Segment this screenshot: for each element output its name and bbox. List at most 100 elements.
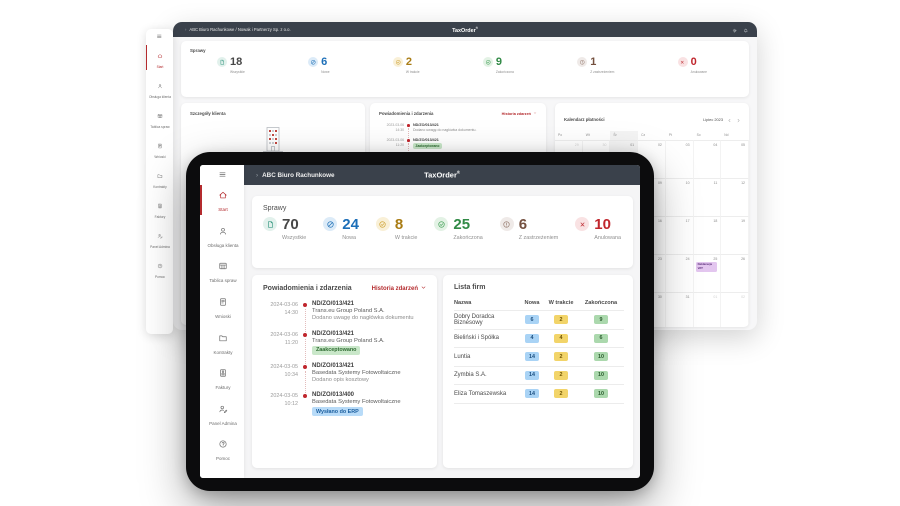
count-badge: 10 (594, 352, 608, 362)
event-item[interactable]: 2024-03-05 10:34 ND/ZO/013/421 Basedata Sys… (256, 363, 429, 396)
event-company: Basedata Systemy Fotowoltaiczne (312, 399, 401, 406)
calendar-prev-button[interactable] (727, 110, 732, 128)
menu-icon[interactable] (218, 170, 227, 179)
cases-title: Sprawy (190, 48, 206, 53)
sidebar-item-start[interactable]: Start (146, 44, 173, 70)
chevron-down-icon (420, 284, 427, 293)
company-row-dobry-doradca-biznesowy[interactable]: Dobry Doradca Biznesowy 6 2 9 (454, 311, 624, 330)
calendar-day-05[interactable]: 05 (721, 140, 749, 178)
stat-zako-czona: 25 Zakończona (434, 216, 483, 241)
calendar-day-01[interactable]: 01 (693, 292, 722, 327)
bell-icon[interactable] (743, 22, 749, 39)
stat-label: Z zastrzeżeniem (590, 69, 615, 74)
stat-label: W trakcie (394, 234, 418, 241)
gear-icon[interactable] (732, 22, 738, 39)
calendar-day-10[interactable]: 10 (665, 178, 694, 216)
count-badge: 2 (554, 370, 568, 380)
count-badge: 10 (594, 389, 608, 399)
sidebar-item-wnioski[interactable]: Wnioski (200, 292, 244, 322)
breadcrumb[interactable]: › ABC Biuro Rachunkowe (256, 171, 335, 179)
calendar-day-19[interactable]: 19 (721, 216, 749, 254)
sidebar-item-obs-uga-klienta[interactable]: Obsługa klienta (200, 221, 244, 251)
weekday-label: Wt (585, 133, 590, 137)
breadcrumb[interactable]: › ABC Biuro Rachunkowe / Nowak i Partner… (185, 27, 291, 32)
company-row-luntia[interactable]: Luntia 14 2 10 (454, 348, 624, 367)
stat-value: 0 (690, 56, 697, 68)
calendar-day-04[interactable]: 04 (693, 140, 722, 178)
calendar-day-17[interactable]: 17 (665, 216, 694, 254)
sidebar-item-faktury[interactable]: Faktury (146, 195, 173, 220)
count-badge: 6 (594, 333, 608, 343)
sidebar-item-tablica-spraw[interactable]: Tablica spraw (200, 256, 244, 286)
company-name: Bieliński i Spółka (454, 335, 500, 342)
sidebar-item-wnioski[interactable]: Wnioski (146, 135, 173, 160)
calendar-day-24[interactable]: 24 (665, 254, 694, 292)
event-time: 10:34 (284, 371, 299, 378)
calendar-day-03[interactable]: 03 (665, 140, 694, 178)
calendar-day-11[interactable]: 11 (693, 178, 722, 216)
sidebar-item-start[interactable]: Start (200, 185, 244, 215)
sidebar-item-pomoc[interactable]: Pomoc (146, 255, 173, 280)
stat-value: 25 (453, 216, 471, 233)
calendar-day-02[interactable]: 02 (638, 140, 666, 178)
history-link[interactable]: Historia zdarzeń (372, 284, 427, 293)
calendar-event[interactable]: Deklaracja VAT (695, 262, 718, 272)
event-status-badge: Zaakceptowano (413, 143, 442, 150)
event-item[interactable]: 2024-03-06 14:30 ND/ZO/013/421 Trans.eu Gro… (256, 301, 429, 334)
calendar-next-button[interactable] (736, 110, 741, 128)
calendar-day-12[interactable]: 12 (721, 178, 749, 216)
timeline-dot-icon (303, 394, 307, 399)
timeline-dot-icon (303, 364, 307, 369)
event-time: 14:30 (395, 128, 405, 133)
event-date: 2024-03-06 (270, 302, 298, 308)
calendar-title: Kalendarz płatności (564, 116, 605, 122)
company-row-eliza-tomaszewska[interactable]: Eliza Tomaszewska 14 2 10 (454, 385, 624, 404)
event-item[interactable]: 2024-03-05 10:12 ND/ZO/013/400 Basedata Sys… (256, 392, 429, 424)
calendar-day-26[interactable]: 26 (721, 254, 749, 292)
calendar-day-18[interactable]: 18 (693, 216, 722, 254)
stat-label: Anulowana (594, 234, 621, 241)
stat-value: 1 (590, 56, 597, 68)
sidebar-item-tablica-spraw[interactable]: Tablica spraw (146, 105, 173, 130)
check-icon (375, 217, 390, 231)
stat-value: 6 (321, 56, 328, 68)
new-icon (323, 217, 338, 231)
event-status-badge: Wysłano do ERP (312, 407, 363, 417)
event-item[interactable]: 2023-03-06 14:30 ND/ZO/013/421 Dodano uwagę… (374, 123, 538, 141)
company-row-zymbia-s-a[interactable]: Zymbia S.A. 14 2 10 (454, 367, 624, 385)
sidebar-item-panel-admina[interactable]: Panel Admina (200, 399, 244, 429)
sidebar-item-obs-uga-klienta[interactable]: Obsługa klienta (146, 75, 173, 100)
history-link[interactable]: Historia zdarzeń (502, 111, 537, 116)
count-badge: 14 (525, 352, 539, 362)
sidebar-item-kontrakty[interactable]: Kontrakty (146, 165, 173, 190)
timeline-dot-icon (303, 303, 307, 307)
desktop-topbar: › ABC Biuro Rachunkowe / Nowak i Partner… (173, 22, 757, 37)
x-icon (575, 217, 590, 231)
calendar-day-25[interactable]: 25 Deklaracja VAT (693, 254, 722, 292)
calendar-month-label: Lipiec 2023 (703, 116, 723, 122)
menu-icon[interactable] (156, 33, 163, 40)
weekday-label: Pt (668, 133, 672, 137)
weekday-label: Nd (724, 133, 729, 137)
app-logo: TaxOrder® (452, 25, 478, 34)
calendar-day-31[interactable]: 31 (665, 292, 694, 327)
event-item[interactable]: 2023-03-06 11:20 ND/ZO/013/421 Zaakceptowan… (374, 138, 538, 158)
sidebar-item-kontrakty[interactable]: Kontrakty (200, 328, 244, 358)
calendar-day-02[interactable]: 02 (721, 292, 749, 327)
chevron-right-icon: › (185, 27, 187, 32)
stat-label: Z zastrzeżeniem (518, 234, 559, 241)
invoices-icon (157, 196, 163, 214)
timeline-dot-icon (407, 124, 410, 127)
stat-value: 18 (230, 56, 243, 68)
company-row-bieli-ski-i-sp-ka[interactable]: Bieliński i Spółka 4 4 6 (454, 330, 624, 348)
count-badge: 9 (594, 315, 608, 325)
event-item[interactable]: 2024-03-06 11:20 ND/ZO/013/421 Trans.eu Gro… (256, 331, 429, 366)
event-date: 2024-03-06 (270, 331, 298, 338)
sidebar-item-panel-admina[interactable]: Panel Admina (146, 225, 173, 250)
event-time: 14:30 (284, 310, 299, 317)
sidebar-item-faktury[interactable]: Faktury (200, 363, 244, 393)
sidebar-item-pomoc[interactable]: Pomoc (200, 434, 244, 464)
